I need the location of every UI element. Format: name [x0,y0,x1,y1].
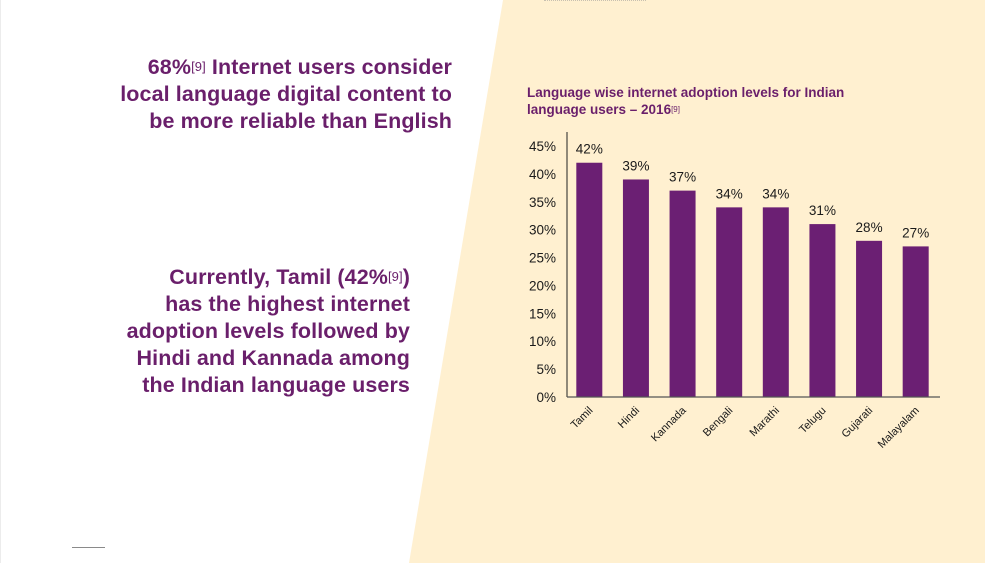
y-tick-label: 10% [529,334,556,349]
y-tick-label: 30% [529,223,556,238]
data-label: 39% [622,158,649,173]
reference-marker: [9] [387,269,403,284]
y-tick-label: 35% [529,195,556,210]
y-tick-label: 5% [536,362,556,377]
headline-text: Hindi and Kannada among [136,346,410,370]
x-tick-label: Malayalam [876,405,922,451]
bar-bengali [716,207,743,397]
bar-hindi [622,179,649,397]
bar-marathi [762,207,789,397]
dotted-divider [544,0,646,3]
data-label: 37% [669,170,696,185]
bar-tamil [576,162,603,397]
data-label: 34% [716,186,743,201]
data-labels: 42% 39% 37% 34% 34% 31% 28% 27% [576,142,929,241]
data-label: 28% [856,220,883,235]
data-label: 27% [902,225,929,240]
slide-edge [0,0,1,563]
bars [576,162,929,397]
x-tick-label: Gujarati [839,405,875,441]
data-label: 42% [576,142,603,157]
x-axis-ticks: Tamil Hindi Kannada Bengali Marathi Telugu Guj… [569,404,922,451]
x-tick-label: Hindi [616,405,642,431]
x-tick-label: Bengali [701,405,735,439]
bar-gujarati [856,240,883,397]
headline-tamil-adoption: Currently, Tamil (42%[9]) has the highes… [60,264,410,399]
footer-divider [72,547,105,548]
y-tick-label: 15% [529,306,556,321]
x-tick-label: Kannada [649,404,689,444]
bar-kannada [669,190,696,397]
bar-malayalam [902,246,929,397]
headline-stat: 68% [147,55,192,79]
reference-marker: [9] [191,59,206,74]
bar-telugu [809,224,836,397]
data-label: 31% [809,203,836,218]
y-axis-ticks: 0% 5% 10% 15% 20% 25% 30% 35% 40% 45% [529,139,556,405]
y-tick-label: 40% [529,167,556,182]
chart-title-line: Language wise internet adoption levels f… [527,85,845,100]
y-tick-label: 20% [529,278,556,293]
headline-reliability: 68%[9] Internet users consider local lan… [60,54,452,135]
headline-text: adoption levels followed by [126,319,410,343]
headline-text: Currently, Tamil (42% [169,265,388,289]
y-tick-label: 45% [529,139,556,154]
headline-text: ) [402,265,410,289]
headline-text: be more reliable than English [149,109,452,133]
headline-text: the Indian language users [142,373,410,397]
chart-title-line: language users – 2016 [527,102,672,117]
reference-marker: [9] [671,105,680,114]
x-tick-label: Tamil [569,405,596,432]
y-tick-label: 0% [536,390,556,405]
headline-text: Internet users consider [205,55,452,79]
chart-title: Language wise internet adoption levels f… [527,84,927,118]
headline-text: has the highest internet [165,292,410,316]
data-label: 34% [762,186,789,201]
x-tick-label: Telugu [797,405,828,436]
x-tick-label: Marathi [748,405,782,439]
y-tick-label: 25% [529,251,556,266]
headline-text: local language digital content to [120,82,452,106]
